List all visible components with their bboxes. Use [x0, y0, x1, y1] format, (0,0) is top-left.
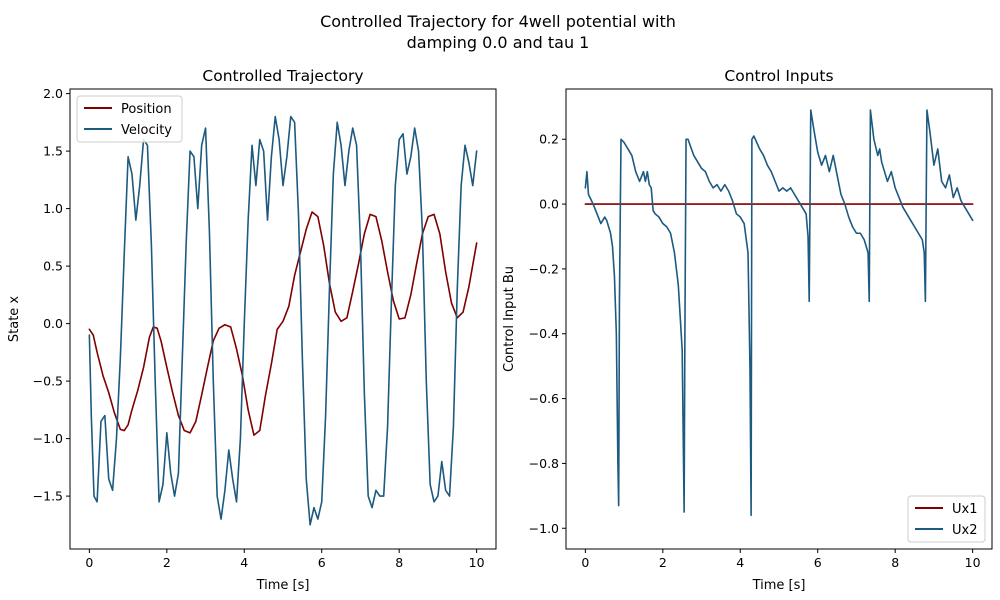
control-inputs-axes-title: Control Inputs: [724, 67, 833, 85]
trajectory-x-tick-label: 10: [469, 555, 485, 570]
control-inputs-y-tick-label: −0.2: [529, 261, 559, 276]
trajectory-marks: 0 2 4 6 8 10 −1.5 −1.0 −0.5 0.0 0.5 1.0 1.5 2.0: [33, 86, 485, 570]
control-inputs-x-tick-label: 0: [581, 555, 589, 570]
trajectory-legend: Position Velocity: [76, 95, 183, 143]
legend-label-ux1: Ux1: [952, 502, 977, 517]
trajectory-y-tick-label: 1.5: [43, 144, 63, 159]
trajectory-y-tick-label: −1.5: [33, 489, 63, 504]
control-inputs-axes-frame: [565, 88, 993, 550]
control-inputs-legend: Ux1 Ux2: [907, 495, 986, 543]
control-inputs-y-tick-label: −0.8: [529, 456, 559, 471]
trajectory-y-tick-label: 0.0: [43, 316, 63, 331]
control-inputs-y-tick-label: −0.6: [529, 391, 559, 406]
trajectory-x-tick-label: 2: [163, 555, 171, 570]
trajectory-y-tick-label: −0.5: [33, 374, 63, 389]
series-line-velocity: [88, 115, 478, 526]
control-inputs-x-tick-label: 6: [814, 555, 822, 570]
series-line-position: [88, 211, 478, 436]
control-inputs-y-tick-label: 0.0: [539, 197, 559, 212]
trajectory-y-tick-label: −1.0: [33, 431, 63, 446]
control-inputs-y-tick-label: 0.2: [539, 132, 559, 147]
trajectory-x-tick-label: 6: [318, 555, 326, 570]
legend-label-position: Position: [121, 102, 172, 117]
trajectory-y-label: State x: [7, 296, 22, 343]
series-line-ux2: [584, 109, 974, 517]
control-inputs-x-tick-label: 4: [736, 555, 744, 570]
control-inputs-x-tick-label: 2: [659, 555, 667, 570]
trajectory-axes: Controlled Trajectory Time [s] State x 0…: [7, 67, 497, 593]
control-inputs-axes: Control Inputs Time [s] Control Input Bu…: [502, 67, 993, 593]
trajectory-x-tick-label: 4: [240, 555, 248, 570]
legend-label-ux2: Ux2: [952, 523, 977, 538]
control-inputs-marks: 0 2 4 6 8 10 −1.0 −0.8 −0.6 −0.4 −0.2 0.0 0.2: [529, 109, 981, 570]
control-inputs-y-tick-label: −1.0: [529, 521, 559, 536]
trajectory-x-label: Time [s]: [256, 578, 310, 593]
figure-title-line2: damping 0.0 and tau 1: [407, 33, 590, 52]
trajectory-x-tick-label: 8: [395, 555, 403, 570]
control-inputs-y-label: Control Input Bu: [502, 266, 517, 372]
control-inputs-y-tick-label: −0.4: [529, 326, 559, 341]
trajectory-axes-frame: [69, 88, 497, 550]
trajectory-y-tick-label: 1.0: [43, 201, 63, 216]
legend-label-velocity: Velocity: [121, 123, 172, 138]
control-inputs-x-tick-label: 8: [891, 555, 899, 570]
trajectory-y-tick-label: 2.0: [43, 86, 63, 101]
control-inputs-x-label: Time [s]: [752, 578, 806, 593]
trajectory-axes-title: Controlled Trajectory: [202, 67, 363, 85]
trajectory-x-tick-label: 0: [85, 555, 93, 570]
trajectory-y-tick-label: 0.5: [43, 259, 63, 274]
control-inputs-x-tick-label: 10: [965, 555, 981, 570]
figure-title-line1: Controlled Trajectory for 4well potentia…: [320, 12, 676, 31]
